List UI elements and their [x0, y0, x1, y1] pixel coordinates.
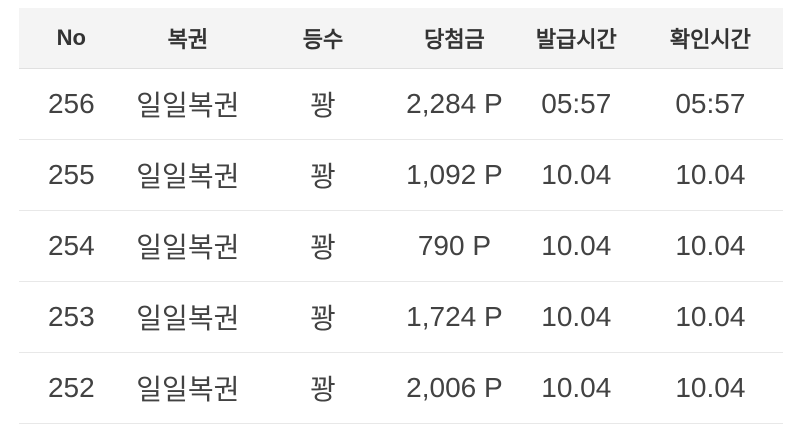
cell-issued-time: 10.04 [514, 139, 638, 211]
cell-lottery: 일일복권 [123, 210, 252, 282]
table-header-row: No 복권 등수 당첨금 발급시간 확인시간 [19, 8, 783, 69]
cell-no: 255 [19, 139, 124, 211]
cell-rank: 꽝 [252, 68, 395, 140]
table-body: 256 일일복권 꽝 2,284 P 05:57 05:57 255 일일복권 꽝 1,092 P… [19, 68, 783, 424]
cell-issued-time: 10.04 [514, 210, 638, 282]
cell-checked-time: 10.04 [637, 139, 783, 211]
table-header: No 복권 등수 당첨금 발급시간 확인시간 [19, 8, 783, 69]
cell-checked-time: 10.04 [637, 281, 783, 353]
column-header-issued-time: 발급시간 [514, 8, 638, 69]
cell-rank: 꽝 [252, 352, 395, 424]
cell-rank: 꽝 [252, 139, 395, 211]
cell-issued-time: 10.04 [514, 352, 638, 424]
cell-lottery: 일일복권 [123, 352, 252, 424]
column-header-no: No [19, 8, 124, 69]
cell-no: 256 [19, 68, 124, 140]
cell-lottery: 일일복권 [123, 68, 252, 140]
cell-no: 252 [19, 352, 124, 424]
table-row: 256 일일복권 꽝 2,284 P 05:57 05:57 [19, 68, 783, 140]
cell-prize: 1,092 P [394, 139, 515, 211]
cell-prize: 1,724 P [394, 281, 515, 353]
column-header-lottery: 복권 [123, 8, 252, 69]
cell-prize: 2,284 P [394, 68, 515, 140]
table-row: 255 일일복권 꽝 1,092 P 10.04 10.04 [19, 139, 783, 211]
cell-rank: 꽝 [252, 210, 395, 282]
cell-lottery: 일일복권 [123, 139, 252, 211]
table-row: 252 일일복권 꽝 2,006 P 10.04 10.04 [19, 352, 783, 424]
table-row: 253 일일복권 꽝 1,724 P 10.04 10.04 [19, 281, 783, 353]
cell-prize: 790 P [394, 210, 515, 282]
cell-checked-time: 05:57 [637, 68, 783, 140]
cell-rank: 꽝 [252, 281, 395, 353]
column-header-prize: 당첨금 [394, 8, 515, 69]
column-header-checked-time: 확인시간 [637, 8, 783, 69]
cell-checked-time: 10.04 [637, 210, 783, 282]
cell-prize: 2,006 P [394, 352, 515, 424]
column-header-rank: 등수 [252, 8, 395, 69]
lottery-history-table: No 복권 등수 당첨금 발급시간 확인시간 256 일일복권 꽝 2,284 P 05:57 05… [19, 8, 783, 424]
cell-issued-time: 10.04 [514, 281, 638, 353]
table-row: 254 일일복권 꽝 790 P 10.04 10.04 [19, 210, 783, 282]
cell-lottery: 일일복권 [123, 281, 252, 353]
cell-issued-time: 05:57 [514, 68, 638, 140]
cell-checked-time: 10.04 [637, 352, 783, 424]
cell-no: 254 [19, 210, 124, 282]
cell-no: 253 [19, 281, 124, 353]
